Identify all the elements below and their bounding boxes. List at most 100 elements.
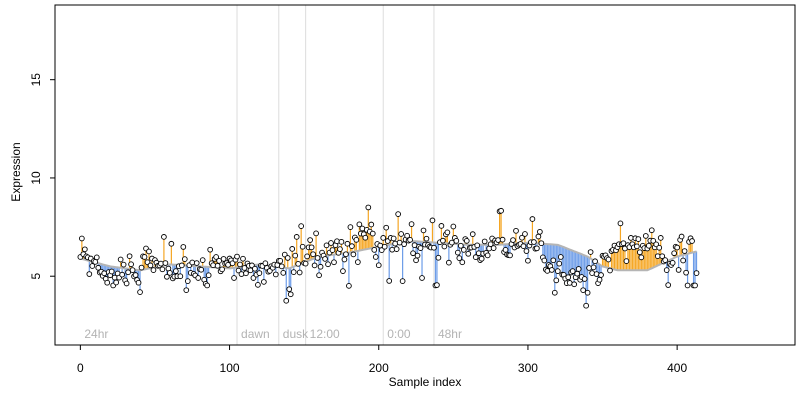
data-point — [605, 256, 612, 263]
data-point — [79, 235, 85, 242]
data-point — [296, 269, 303, 276]
data-point — [123, 280, 130, 287]
x-axis: 0 100 200 300 400 — [77, 345, 687, 375]
data-point — [580, 287, 586, 294]
data-point — [569, 268, 576, 274]
data-point — [444, 229, 451, 236]
data-point — [180, 244, 187, 250]
x-tick-label: 0 — [77, 361, 84, 375]
data-point — [659, 253, 666, 260]
data-point — [574, 270, 581, 277]
data-point — [457, 242, 464, 249]
data-point — [395, 211, 401, 217]
data-point — [310, 251, 316, 258]
y-tick-label: 5 — [29, 273, 43, 280]
data-point — [590, 264, 597, 271]
data-point — [108, 268, 115, 275]
data-point — [328, 240, 334, 246]
data-point — [650, 237, 657, 244]
data-point — [522, 231, 528, 237]
data-point — [199, 257, 206, 263]
data-point — [584, 289, 591, 296]
data-point — [565, 274, 572, 281]
data-point — [181, 256, 188, 262]
y-tick-label: 15 — [29, 73, 43, 87]
data-point — [592, 258, 598, 265]
data-point — [634, 243, 640, 250]
data-point — [237, 261, 243, 268]
data-point — [137, 289, 143, 295]
data-point — [438, 223, 445, 229]
data-point — [414, 252, 421, 259]
data-point — [164, 273, 170, 280]
data-point — [219, 266, 225, 273]
data-points — [77, 204, 700, 309]
data-point — [184, 278, 191, 284]
data-point — [669, 259, 676, 266]
data-point — [340, 268, 346, 274]
data-point — [299, 243, 306, 250]
data-point — [147, 262, 154, 269]
data-point — [635, 236, 642, 242]
data-point — [365, 204, 372, 211]
data-point — [293, 234, 300, 240]
data-point — [325, 261, 331, 268]
segment-label: dawn — [241, 327, 270, 341]
data-point — [420, 227, 427, 234]
data-point — [292, 252, 299, 259]
data-point — [338, 238, 345, 245]
data-point — [323, 242, 330, 249]
data-point — [459, 259, 466, 266]
data-point — [586, 265, 592, 271]
data-point — [498, 207, 504, 214]
data-point — [487, 241, 494, 248]
data-point — [671, 250, 678, 257]
data-point — [213, 254, 219, 260]
x-tick-label: 400 — [667, 361, 687, 375]
data-point — [431, 244, 437, 251]
data-point — [581, 276, 588, 282]
segment-label: dusk — [283, 327, 309, 341]
data-point — [401, 241, 407, 248]
data-point — [645, 242, 652, 249]
data-point — [519, 234, 525, 241]
data-point — [287, 291, 294, 298]
data-point — [362, 234, 369, 241]
data-point — [86, 271, 93, 277]
data-point — [456, 255, 463, 261]
data-point — [550, 257, 557, 264]
data-point — [183, 287, 190, 294]
data-point — [440, 237, 446, 244]
data-point — [678, 233, 685, 240]
data-point — [525, 257, 531, 264]
data-point — [334, 238, 340, 245]
data-point — [553, 277, 560, 284]
data-point — [513, 227, 519, 234]
x-axis-title: Sample index — [389, 375, 462, 389]
data-point — [474, 242, 481, 249]
data-point — [499, 236, 506, 243]
x-tick-label: 100 — [220, 361, 240, 375]
data-point — [120, 261, 127, 268]
data-point — [141, 254, 148, 260]
data-point — [204, 282, 211, 289]
segment-label: 0:00 — [387, 327, 411, 341]
data-point — [178, 262, 185, 269]
data-point — [693, 270, 700, 276]
data-point — [544, 268, 551, 274]
data-point — [407, 237, 413, 243]
data-point — [243, 270, 249, 277]
data-point — [238, 271, 245, 277]
data-point — [371, 247, 378, 253]
data-point — [636, 249, 643, 256]
data-point — [551, 289, 558, 296]
segment-label: 24hr — [84, 327, 108, 341]
y-axis: 5 10 15 — [29, 73, 55, 280]
data-point — [423, 235, 430, 242]
data-point — [429, 217, 436, 224]
data-point — [316, 272, 322, 279]
data-point — [571, 281, 578, 288]
data-point — [349, 243, 355, 249]
data-point — [135, 279, 142, 286]
data-point — [311, 262, 318, 269]
